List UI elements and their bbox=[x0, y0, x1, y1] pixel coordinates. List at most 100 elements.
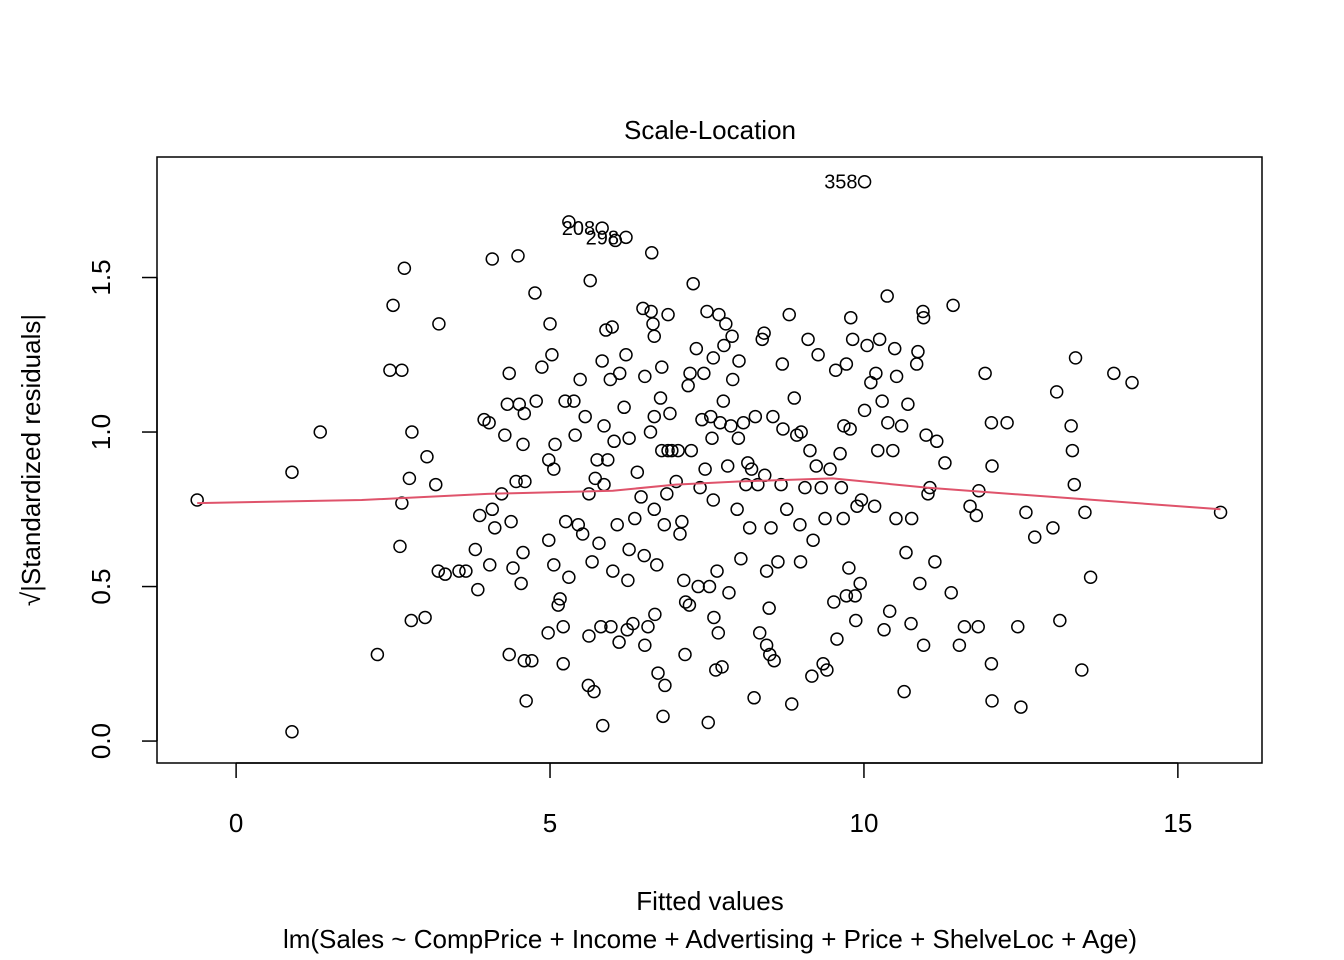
point bbox=[716, 394, 731, 408]
point bbox=[899, 545, 913, 560]
point bbox=[468, 542, 483, 557]
point bbox=[767, 653, 781, 668]
point bbox=[630, 465, 645, 479]
point bbox=[655, 443, 669, 458]
point bbox=[697, 366, 711, 381]
point bbox=[886, 443, 900, 458]
point bbox=[984, 416, 999, 430]
point bbox=[529, 394, 543, 408]
point bbox=[313, 425, 327, 439]
point bbox=[661, 443, 675, 458]
point bbox=[952, 638, 967, 653]
point bbox=[695, 412, 709, 427]
point bbox=[547, 462, 561, 476]
point bbox=[969, 508, 984, 523]
point bbox=[698, 462, 712, 476]
point bbox=[622, 542, 636, 557]
point bbox=[583, 273, 597, 288]
point bbox=[370, 647, 385, 662]
point bbox=[720, 459, 735, 473]
point bbox=[511, 249, 525, 263]
point bbox=[678, 595, 693, 609]
point bbox=[867, 499, 882, 513]
point bbox=[759, 638, 774, 653]
point bbox=[1049, 385, 1064, 399]
point-label: 358 bbox=[824, 172, 857, 194]
point bbox=[1068, 351, 1083, 365]
point bbox=[673, 527, 687, 541]
point bbox=[405, 425, 419, 439]
point bbox=[759, 564, 774, 578]
point bbox=[573, 372, 587, 387]
point bbox=[711, 626, 726, 640]
subtitle: lm(Sales ~ CompPrice + Income + Advertis… bbox=[283, 924, 1137, 954]
point bbox=[655, 360, 669, 374]
point bbox=[404, 613, 419, 628]
point bbox=[930, 434, 944, 449]
point bbox=[984, 657, 999, 671]
point bbox=[502, 366, 516, 381]
point bbox=[606, 564, 620, 578]
point bbox=[603, 372, 618, 387]
point bbox=[575, 527, 590, 541]
point bbox=[599, 323, 613, 337]
point bbox=[776, 422, 790, 436]
point bbox=[681, 378, 695, 393]
point bbox=[483, 558, 497, 572]
point bbox=[731, 431, 746, 445]
point bbox=[820, 663, 834, 677]
point bbox=[684, 443, 699, 458]
point bbox=[725, 372, 740, 387]
chart-title: Scale-Location bbox=[624, 115, 796, 145]
point bbox=[747, 691, 761, 705]
x-axis-label: Fitted values bbox=[636, 886, 783, 916]
point bbox=[706, 351, 721, 365]
point bbox=[528, 286, 542, 300]
point bbox=[636, 301, 650, 316]
point bbox=[641, 619, 655, 634]
point bbox=[514, 576, 528, 591]
point bbox=[619, 230, 633, 245]
point bbox=[869, 366, 883, 381]
point bbox=[864, 375, 878, 390]
point bbox=[827, 595, 841, 609]
point bbox=[928, 555, 942, 569]
point bbox=[722, 585, 736, 600]
point bbox=[661, 307, 675, 322]
point bbox=[471, 582, 485, 597]
x-tick-label: 5 bbox=[543, 808, 557, 838]
point bbox=[648, 607, 662, 622]
point bbox=[617, 400, 631, 415]
point bbox=[677, 573, 691, 588]
point bbox=[509, 474, 523, 489]
point bbox=[712, 307, 726, 322]
point bbox=[736, 416, 751, 430]
point bbox=[595, 354, 609, 368]
point bbox=[567, 394, 581, 408]
point bbox=[755, 332, 769, 347]
point bbox=[597, 477, 611, 492]
point bbox=[612, 635, 626, 649]
point bbox=[919, 428, 933, 442]
point bbox=[709, 663, 723, 677]
point-label: 298 bbox=[586, 227, 619, 249]
point bbox=[839, 357, 854, 371]
point bbox=[459, 564, 473, 578]
point bbox=[693, 480, 707, 495]
point bbox=[744, 462, 759, 476]
point bbox=[762, 601, 776, 615]
point bbox=[871, 443, 885, 458]
point bbox=[787, 391, 802, 405]
point bbox=[823, 462, 837, 476]
point bbox=[506, 561, 520, 575]
point bbox=[517, 653, 532, 668]
point bbox=[1065, 443, 1080, 458]
point bbox=[500, 397, 515, 411]
point bbox=[432, 317, 446, 331]
point bbox=[669, 474, 683, 489]
point bbox=[558, 394, 572, 408]
point bbox=[811, 348, 825, 362]
point bbox=[612, 366, 627, 381]
point bbox=[619, 348, 633, 362]
point bbox=[551, 598, 565, 612]
